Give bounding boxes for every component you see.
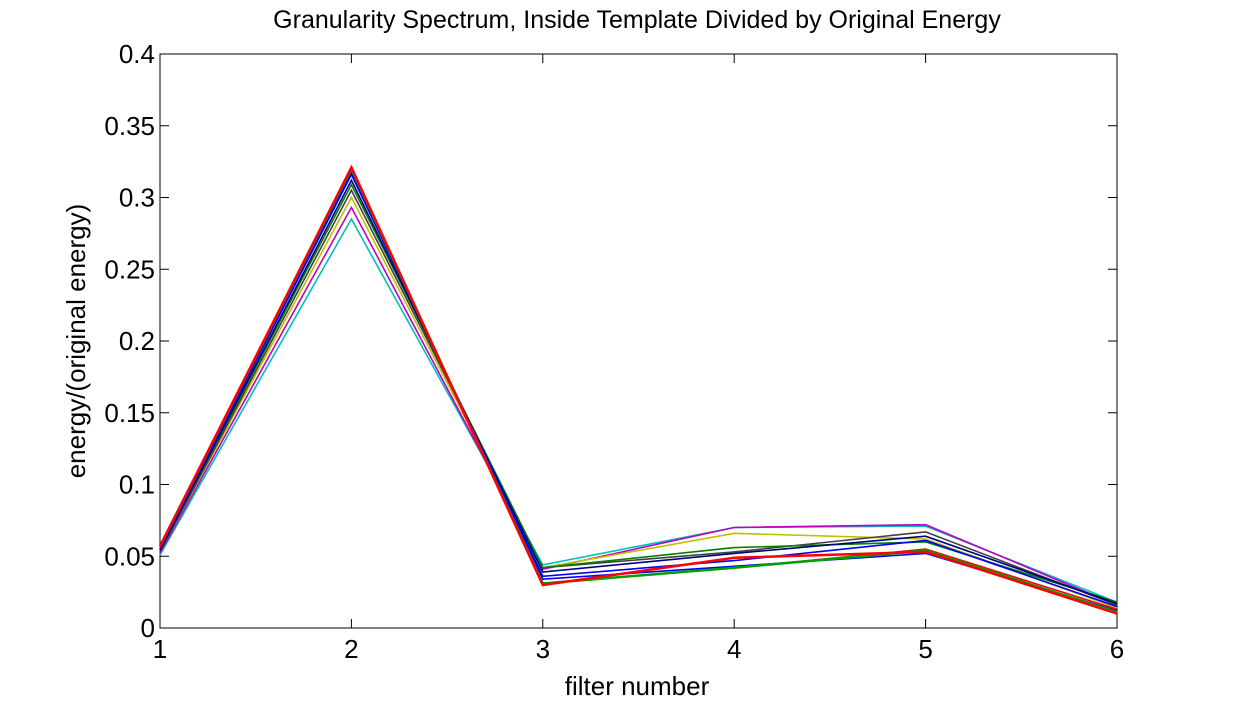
y-tick-label: 0 [141,613,155,643]
x-tick-labels: 1 2 3 4 5 6 [153,634,1124,664]
series-line-7 [159,172,1118,608]
y-tick-label: 0.35 [104,111,155,141]
series-line-4 [159,188,1118,606]
series-line-3 [159,195,1118,609]
series-lines [158,164,1118,615]
plot-area-frame [159,53,1118,629]
x-tick-label: 4 [727,634,741,664]
y-tick-label: 0.25 [104,254,155,284]
y-tick-label: 0.1 [119,470,155,500]
x-tick-label: 2 [344,634,358,664]
x-axis-label: filter number [565,671,710,701]
x-tick-label: 3 [536,634,550,664]
axis-ticks [159,53,1118,629]
y-tick-label: 0.05 [104,541,155,571]
series-line-2 [159,205,1118,606]
x-tick-label: 6 [1110,634,1124,664]
y-tick-label: 0.15 [104,398,155,428]
y-tick-label: 0.4 [119,39,155,69]
x-tick-label: 1 [153,634,167,664]
y-tick-label: 0.2 [119,326,155,356]
y-axis-label: energy/(original energy) [61,204,91,479]
series-line-6 [159,178,1118,605]
chart-title: Granularity Spectrum, Inside Template Di… [273,6,1001,34]
x-tick-label: 5 [918,634,932,664]
y-tick-label: 0.3 [119,183,155,213]
series-line-11 [158,164,1118,615]
y-tick-labels: 0 0.05 0.1 0.15 0.2 0.25 0.3 0.35 0.4 [104,39,155,643]
